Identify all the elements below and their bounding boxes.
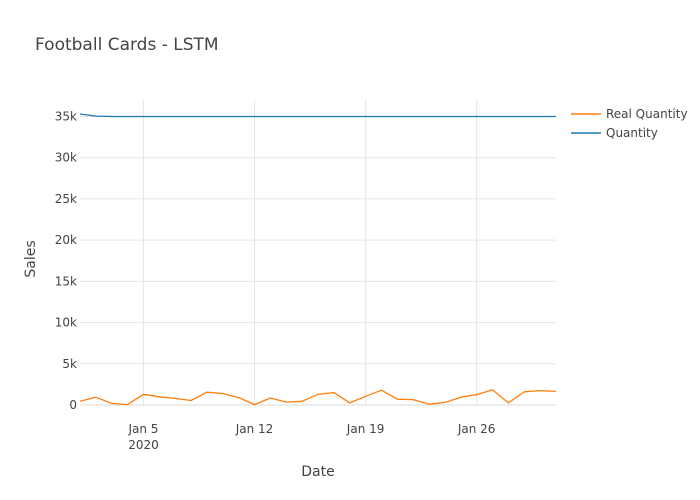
y-axis: 0 5k 10k 15k 20k 25k 30k 35k xyxy=(55,109,77,412)
y-tick-label: 0 xyxy=(69,398,77,412)
x-tick-label: Jan 26 xyxy=(457,422,496,436)
legend-label: Real Quantity xyxy=(606,107,688,121)
x-tick-label: Jan 19 xyxy=(346,422,385,436)
series-line-real-quantity xyxy=(79,389,557,406)
x-tick-sublabel: 2020 xyxy=(128,438,159,452)
y-tick-label: 15k xyxy=(55,274,77,288)
legend-item[interactable]: Real Quantity xyxy=(571,107,688,121)
x-tick-label: Jan 5 xyxy=(127,422,158,436)
grid xyxy=(80,100,556,406)
legend: Real Quantity Quantity xyxy=(571,107,688,140)
y-tick-label: 10k xyxy=(55,316,77,330)
x-axis-title: Date xyxy=(301,464,334,480)
legend-label: Quantity xyxy=(606,126,658,140)
y-axis-title: Sales xyxy=(23,240,39,277)
y-tick-label: 30k xyxy=(55,151,77,165)
y-tick-label: 35k xyxy=(55,109,77,123)
y-tick-label: 25k xyxy=(55,192,77,206)
series-line-quantity xyxy=(79,113,556,118)
legend-item[interactable]: Quantity xyxy=(571,126,658,140)
x-axis: Jan 5 2020 Jan 12 Jan 19 Jan 26 xyxy=(127,422,495,452)
plot-area xyxy=(79,113,557,406)
x-tick-label: Jan 12 xyxy=(235,422,274,436)
chart-title: Football Cards - LSTM xyxy=(35,35,219,55)
y-tick-label: 5k xyxy=(62,357,77,371)
y-tick-label: 20k xyxy=(55,233,77,247)
